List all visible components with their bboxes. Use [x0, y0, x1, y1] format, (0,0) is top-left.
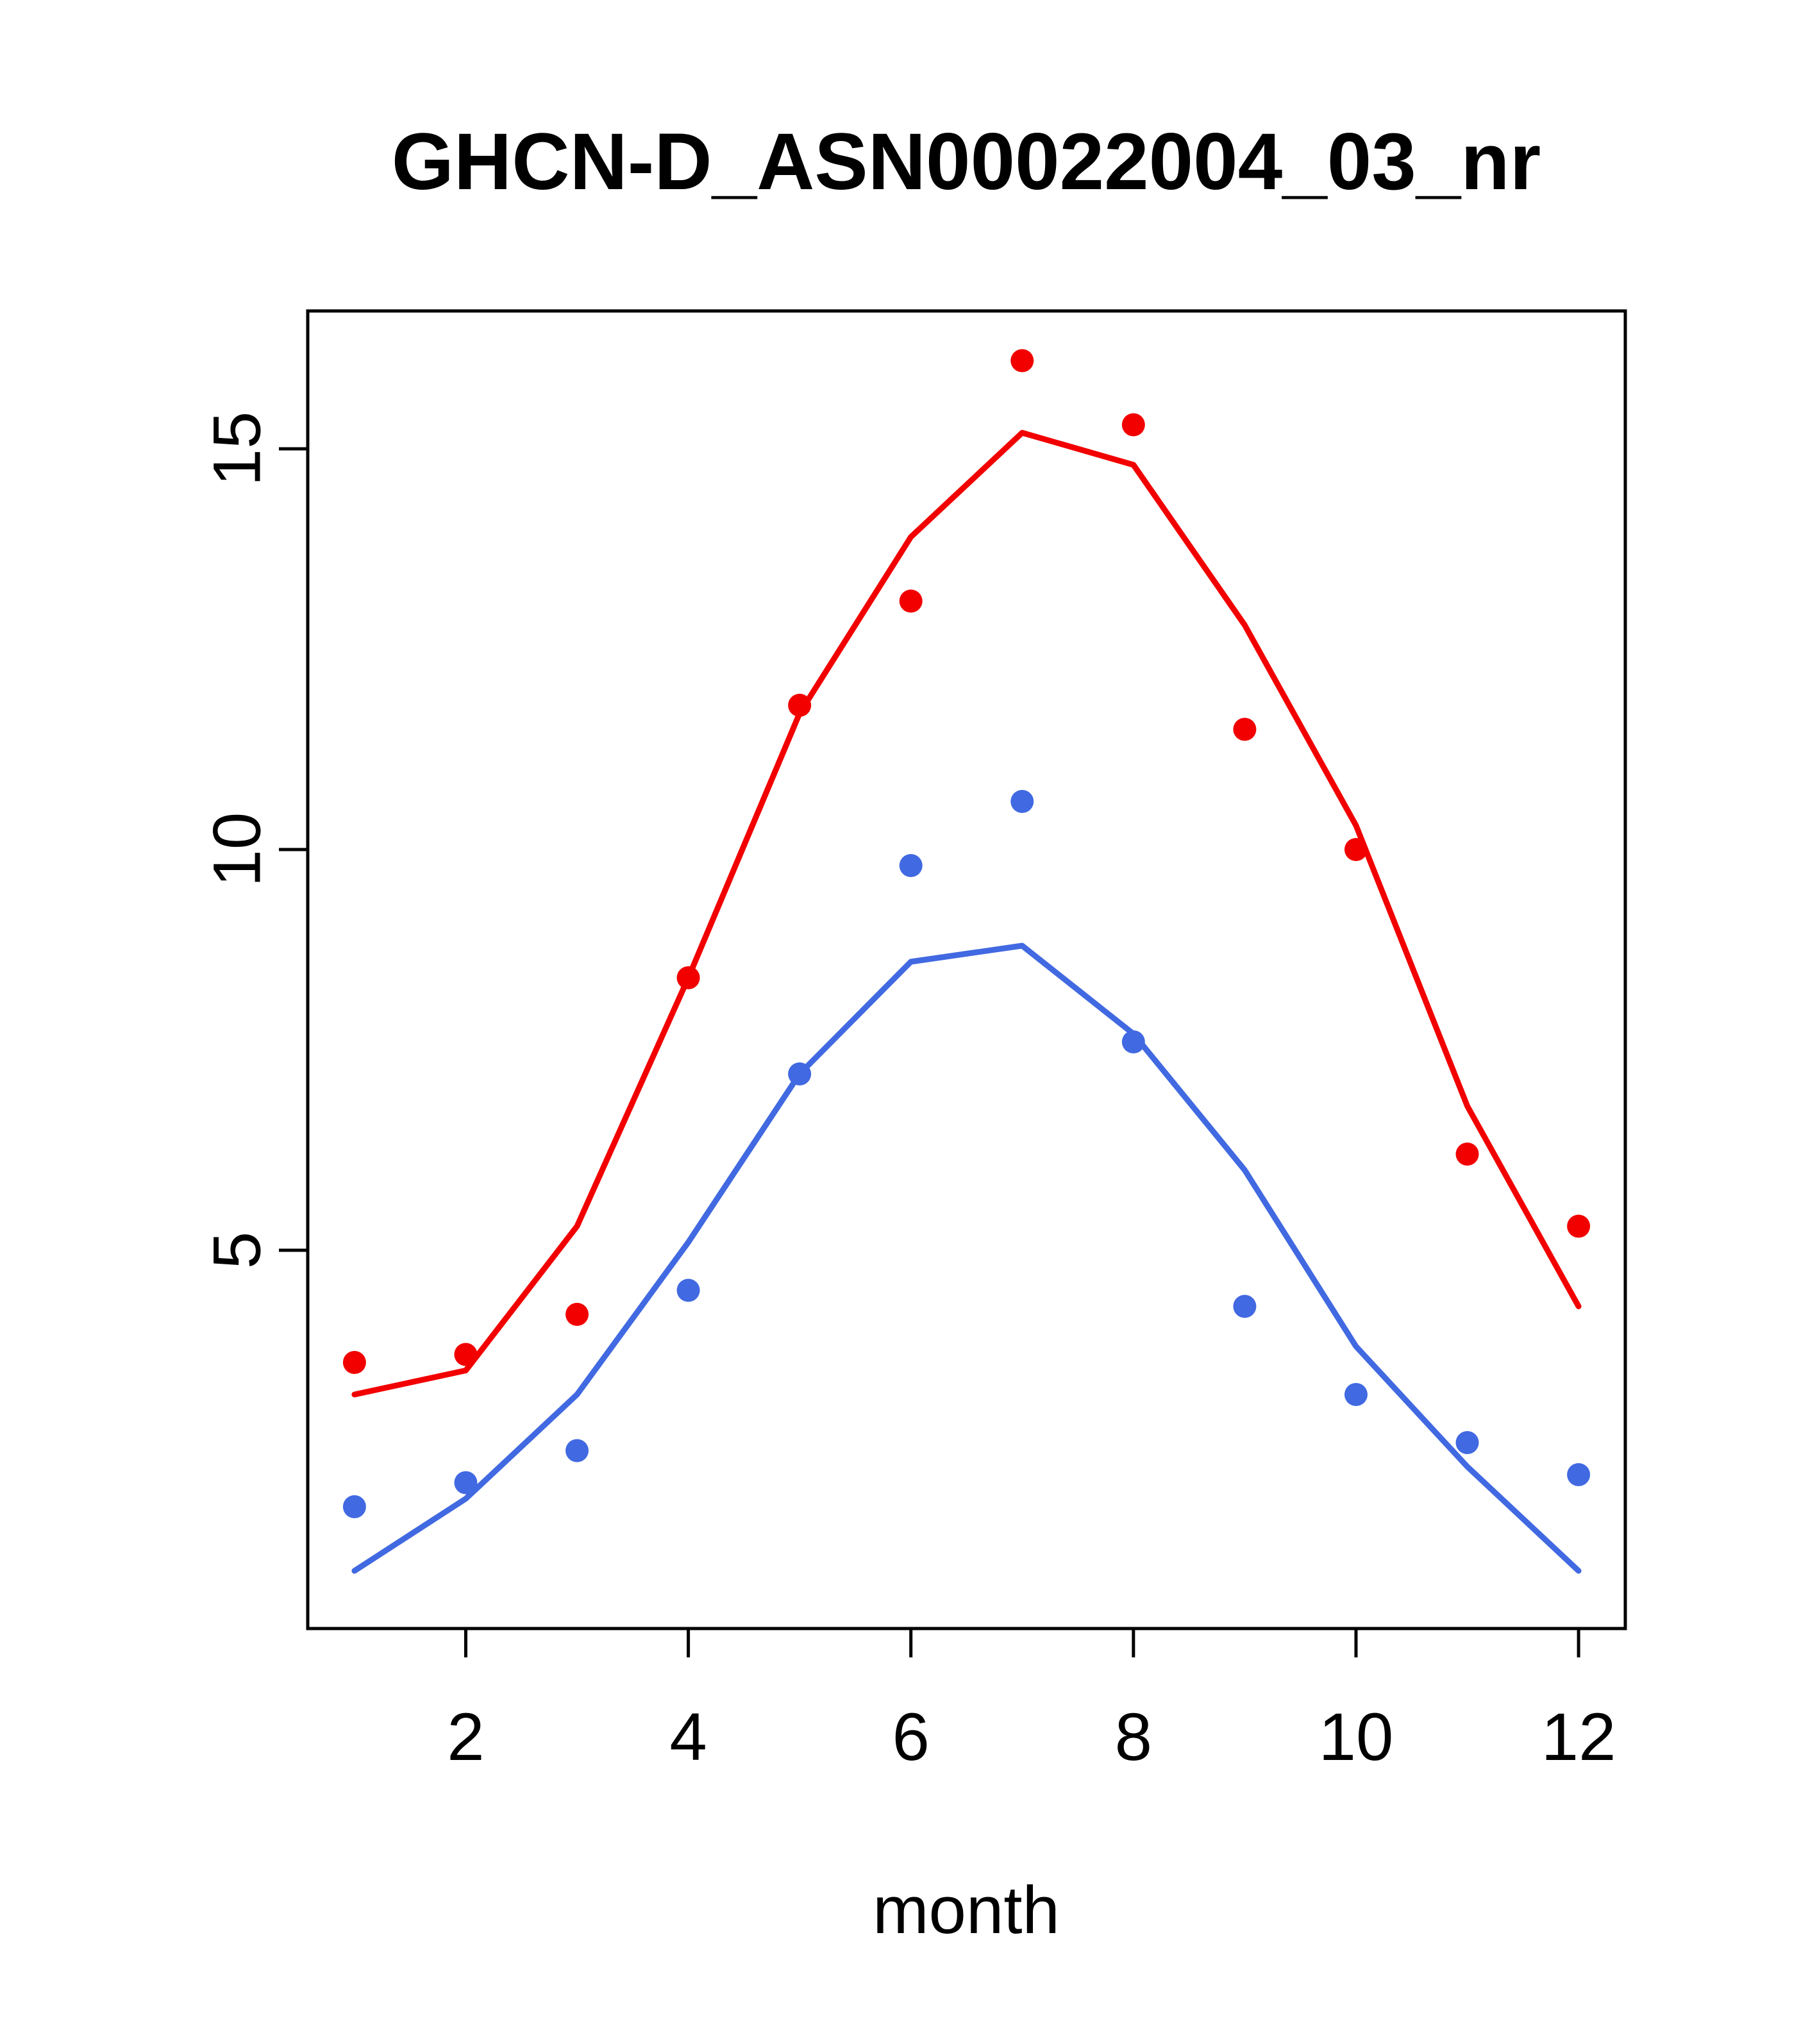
red-point [676, 966, 700, 989]
red-point [899, 589, 923, 613]
red-point [565, 1303, 589, 1326]
blue-point [788, 1062, 812, 1085]
red-point [1121, 413, 1145, 437]
x-tick-label: 8 [1115, 1700, 1152, 1775]
blue-point [1567, 1463, 1591, 1486]
red-point [342, 1351, 366, 1374]
red-point [1567, 1214, 1591, 1238]
blue-point [454, 1471, 478, 1495]
blue-point [1344, 1383, 1368, 1406]
blue-line [351, 942, 1582, 1574]
blue-point [1010, 790, 1034, 813]
plot-box [306, 309, 1627, 1630]
y-tick-label: 10 [200, 812, 275, 887]
red-point [788, 694, 812, 717]
x-tick-label: 2 [447, 1700, 484, 1775]
x-tick-label: 6 [892, 1700, 930, 1775]
x-axis-label: month [873, 1873, 1060, 1948]
blue-point [342, 1495, 366, 1518]
chart-layer: 2 4 6 8 10 12 5 10 15 [200, 309, 1627, 1775]
blue-point [565, 1439, 589, 1462]
blue-point [676, 1278, 700, 1302]
x-tick-label: 12 [1541, 1700, 1616, 1775]
y-tick-label: 15 [200, 412, 275, 487]
red-point [1010, 349, 1034, 373]
red-point [1344, 838, 1368, 861]
blue-point [1233, 1294, 1257, 1318]
y-tick-label: 5 [200, 1232, 275, 1269]
blue-point [1121, 1030, 1145, 1053]
x-tick-label: 10 [1319, 1700, 1394, 1775]
blue-point [899, 854, 923, 877]
red-line [351, 430, 1582, 1398]
x-tick-label: 4 [669, 1700, 707, 1775]
blue-point [1455, 1431, 1479, 1454]
red-point [1455, 1143, 1479, 1166]
red-point [454, 1343, 478, 1366]
chart-title: GHCN-D_ASN00022004_03_nr [392, 117, 1541, 206]
red-point [1233, 717, 1257, 741]
